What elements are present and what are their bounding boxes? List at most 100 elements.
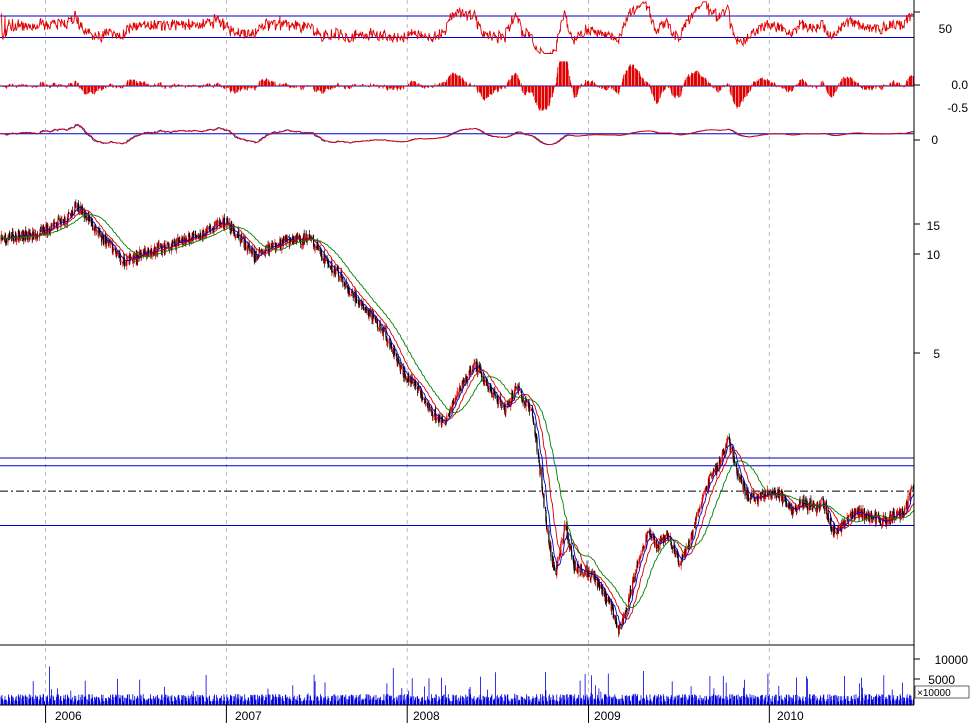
- candle-body: [906, 501, 908, 508]
- candle-body: [347, 289, 349, 293]
- candle-body: [461, 381, 463, 392]
- candle-body: [18, 234, 20, 239]
- candle-body: [521, 393, 523, 399]
- candle-body: [654, 541, 656, 546]
- candle-body: [254, 257, 256, 260]
- candle-body: [59, 218, 61, 222]
- candle-body: [396, 356, 398, 361]
- candle-body: [423, 399, 425, 400]
- candle-body: [390, 343, 392, 349]
- candle-body: [721, 452, 723, 462]
- candle-body: [123, 257, 125, 267]
- candle-body: [411, 377, 413, 384]
- candle-body: [820, 498, 822, 500]
- candle-body: [279, 239, 281, 249]
- candle-body: [213, 221, 216, 228]
- candle-body: [473, 363, 475, 368]
- hist-y-tick-label: -0.5: [947, 101, 968, 115]
- candle-body: [113, 247, 115, 251]
- candle-body: [639, 556, 642, 559]
- candle-body: [723, 451, 725, 455]
- candle-body: [619, 624, 621, 626]
- candle-body: [695, 512, 698, 520]
- candle-body: [708, 476, 711, 487]
- candle-body: [483, 383, 486, 385]
- candle-body: [153, 247, 155, 254]
- candle-body: [618, 626, 620, 635]
- candle-body: [532, 416, 534, 421]
- candle-body: [413, 381, 415, 383]
- candle-body: [494, 390, 496, 396]
- x-tick-label: 2008: [413, 709, 440, 723]
- candle-body: [345, 282, 347, 284]
- candle-body: [733, 456, 735, 461]
- candle-body: [364, 307, 366, 312]
- candle-body: [633, 576, 635, 583]
- candle-body: [409, 377, 411, 383]
- candle-body: [184, 237, 186, 243]
- candle-body: [95, 227, 97, 228]
- candle-body: [104, 234, 107, 244]
- candle-body: [552, 558, 554, 568]
- candle-body: [764, 492, 766, 496]
- candle-body: [582, 575, 585, 577]
- grid-lines: [45, 0, 920, 723]
- candle-body: [45, 225, 47, 236]
- candle-body: [361, 303, 363, 306]
- candle-body: [897, 511, 899, 515]
- candle-body: [95, 229, 97, 231]
- candle-body: [43, 230, 46, 236]
- candle-body: [431, 411, 434, 417]
- candle-body: [69, 213, 71, 215]
- candle-body: [612, 607, 614, 618]
- candle-body: [874, 512, 876, 518]
- candle-body: [270, 243, 273, 248]
- candle-body: [261, 249, 263, 251]
- candle-body: [335, 267, 337, 275]
- candle-body: [636, 561, 638, 569]
- candle-body: [556, 563, 558, 575]
- candle-body: [638, 558, 640, 565]
- candle-body: [653, 535, 655, 539]
- candle-body: [282, 237, 284, 247]
- candle-body: [28, 230, 30, 234]
- candle-body: [371, 309, 373, 320]
- candle-body: [656, 545, 658, 548]
- candle-body: [271, 243, 273, 245]
- candle-body: [12, 231, 14, 236]
- candle-body: [459, 386, 461, 391]
- candle-body: [611, 603, 613, 607]
- candle-body: [432, 415, 434, 418]
- candle-body: [234, 235, 236, 238]
- candle-body: [716, 467, 718, 475]
- x-tick-label: 2010: [777, 709, 804, 723]
- candle-body: [538, 456, 540, 463]
- candle-body: [630, 589, 632, 595]
- candle-body: [848, 515, 850, 517]
- candle-body: [406, 378, 408, 382]
- candle-body: [185, 237, 187, 246]
- candle-body: [19, 236, 21, 237]
- candle-body: [736, 467, 738, 469]
- candle-body: [265, 245, 268, 249]
- candle-body: [160, 244, 162, 245]
- candle-body: [796, 506, 798, 511]
- candle-body: [872, 517, 874, 519]
- candle-body: [893, 512, 895, 519]
- candle-body: [442, 421, 444, 423]
- candle-body: [619, 624, 621, 627]
- candle-body: [855, 510, 857, 515]
- candle-body: [729, 439, 731, 444]
- candle-body: [226, 220, 228, 221]
- candle-body: [744, 487, 746, 496]
- candle-body: [543, 494, 545, 507]
- candle-body: [789, 504, 791, 509]
- candle-body: [229, 222, 231, 230]
- candle-body: [623, 613, 625, 619]
- candle-body: [565, 524, 567, 531]
- candle-body: [625, 607, 627, 615]
- candle-body: [248, 243, 250, 251]
- candle-body: [507, 402, 509, 406]
- candle-body: [212, 228, 214, 233]
- candle-body: [729, 441, 731, 452]
